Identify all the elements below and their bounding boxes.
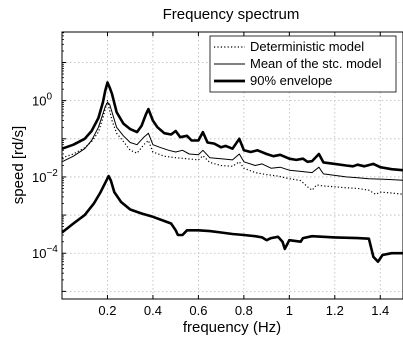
axis-ticks: 0.2 0.4 0.6 0.8 1 1.2 1.4 100 10−2 10−4 [32,32,389,318]
x-tick-label: 0.2 [98,303,116,318]
x-tick-label: 1.4 [371,303,389,318]
series-line-3 [62,174,403,263]
series-line-2 [62,81,403,172]
x-tick-label: 1.2 [326,303,344,318]
y-tick-label: 10−4 [32,244,58,261]
legend: Deterministic model Mean of the stc. mod… [209,35,397,93]
chart-title: Frequency spectrum [163,6,300,23]
legend-label-deterministic: Deterministic model [250,39,364,54]
y-axis-title: speed [rd/s] [10,126,27,204]
x-tick-label: 0.6 [189,303,207,318]
x-tick-label: 1 [286,303,293,318]
y-tick-label: 10−2 [32,168,58,185]
x-tick-label: 0.4 [144,303,162,318]
x-axis-title: frequency (Hz) [183,319,281,336]
series-lines [62,81,403,263]
legend-label-mean: Mean of the stc. model [250,56,382,71]
series-line-1 [62,101,403,181]
x-tick-label: 0.8 [235,303,253,318]
legend-label-envelope: 90% envelope [250,73,332,88]
y-tick-label: 100 [32,92,52,109]
series-line-0 [62,100,403,195]
